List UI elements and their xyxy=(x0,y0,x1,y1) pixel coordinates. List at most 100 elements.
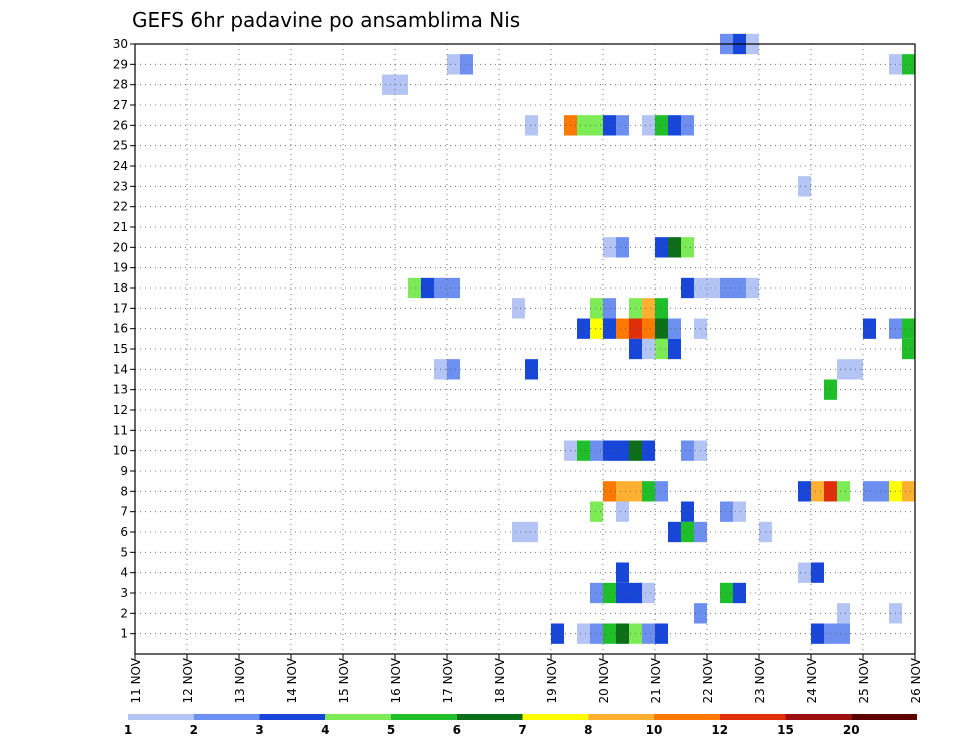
y-tick-label: 24 xyxy=(113,159,128,173)
legend-swatch xyxy=(719,714,786,720)
heatmap-cell xyxy=(616,562,629,583)
heatmap-cell xyxy=(603,440,616,461)
legend-swatch xyxy=(193,714,260,720)
axes: 1234567891011121314151617181920212223242… xyxy=(113,37,923,704)
heatmap-cell xyxy=(655,318,668,339)
heatmap-cell xyxy=(876,481,889,502)
heatmap-cell xyxy=(642,440,655,461)
heatmap-cell xyxy=(837,603,850,624)
y-tick-label: 14 xyxy=(113,362,128,376)
heatmap-cell xyxy=(811,481,824,502)
heatmap-cell xyxy=(798,562,811,583)
x-tick-label: 26 NOV xyxy=(909,657,923,703)
y-tick-label: 7 xyxy=(120,505,128,519)
heatmap-cell xyxy=(681,277,694,299)
legend-label: 20 xyxy=(843,723,860,737)
y-tick-label: 12 xyxy=(113,403,128,417)
y-tick-label: 2 xyxy=(120,606,128,620)
y-tick-label: 19 xyxy=(113,261,128,275)
heatmap-cell xyxy=(902,54,915,75)
y-tick-label: 21 xyxy=(113,220,128,234)
x-tick-label: 13 NOV xyxy=(233,657,247,703)
legend-swatch xyxy=(325,714,391,720)
x-tick-label: 12 NOV xyxy=(181,657,195,703)
heatmap-cell xyxy=(577,623,590,644)
heatmap-cell xyxy=(590,623,603,644)
heatmap-cell xyxy=(447,359,460,380)
heatmap-cell xyxy=(655,481,668,502)
y-tick-label: 11 xyxy=(113,423,128,437)
heatmap-cell xyxy=(642,318,655,339)
heatmap-cell xyxy=(590,501,603,522)
y-tick-label: 27 xyxy=(113,98,128,112)
y-tick-label: 30 xyxy=(113,37,128,51)
heatmap-cell xyxy=(837,481,850,502)
y-tick-label: 9 xyxy=(120,464,128,478)
heatmap-cell xyxy=(603,115,616,136)
heatmap-cell xyxy=(668,521,681,543)
heatmap-cell xyxy=(655,237,668,258)
heatmap-cell xyxy=(577,115,590,136)
y-tick-label: 29 xyxy=(113,57,128,71)
x-tick-label: 23 NOV xyxy=(753,657,767,703)
heatmap-cell xyxy=(720,582,733,604)
legend-swatch xyxy=(851,714,917,720)
x-tick-label: 15 NOV xyxy=(337,657,351,703)
y-tick-label: 28 xyxy=(113,78,128,92)
heatmap-cell xyxy=(616,481,629,502)
x-tick-label: 22 NOV xyxy=(701,657,715,703)
legend-swatch xyxy=(588,714,654,720)
y-tick-label: 6 xyxy=(120,525,128,539)
heatmap-cell xyxy=(525,359,538,380)
heatmap-cell xyxy=(525,115,538,136)
heatmap-cell xyxy=(642,481,655,502)
legend-label: 15 xyxy=(777,723,794,737)
heatmap-cell xyxy=(668,237,681,258)
heatmap-cell xyxy=(733,582,746,604)
heatmap-cells xyxy=(382,33,915,644)
heatmap-cell xyxy=(720,501,733,522)
legend-label: 7 xyxy=(518,723,526,737)
x-tick-label: 21 NOV xyxy=(649,657,663,703)
heatmap-cell xyxy=(681,440,694,461)
y-tick-label: 22 xyxy=(113,200,128,214)
heatmap-cell xyxy=(603,582,616,604)
y-tick-label: 3 xyxy=(120,586,128,600)
heatmap-cell xyxy=(616,501,629,522)
heatmap-cell xyxy=(668,318,681,339)
legend-swatch xyxy=(785,714,852,720)
legend-label: 12 xyxy=(711,723,728,737)
x-tick-label: 14 NOV xyxy=(285,657,299,703)
heatmap-cell xyxy=(811,562,824,583)
x-tick-label: 20 NOV xyxy=(597,657,611,703)
x-tick-label: 11 NOV xyxy=(129,657,143,703)
heatmap-cell xyxy=(733,277,746,299)
y-tick-label: 13 xyxy=(113,383,128,397)
legend-swatch xyxy=(128,714,194,720)
heatmap-cell xyxy=(902,318,915,339)
heatmap-cell xyxy=(642,115,655,136)
x-tick-label: 25 NOV xyxy=(857,657,871,703)
heatmap-cell xyxy=(616,237,629,258)
heatmap-cell xyxy=(590,582,603,604)
legend-swatch xyxy=(522,714,589,720)
heatmap-cell xyxy=(681,115,694,136)
heatmap-cell xyxy=(421,277,434,299)
heatmap-cell xyxy=(642,623,655,644)
heatmap-cell xyxy=(382,74,395,95)
y-tick-label: 18 xyxy=(113,281,128,295)
heatmap-cell xyxy=(863,481,876,502)
y-tick-label: 5 xyxy=(120,545,128,559)
heatmap-cell xyxy=(603,623,616,644)
legend-label: 5 xyxy=(387,723,395,737)
y-tick-label: 16 xyxy=(113,322,128,336)
heatmap-cell xyxy=(616,440,629,461)
y-tick-label: 1 xyxy=(120,627,128,641)
y-tick-label: 10 xyxy=(113,444,128,458)
heatmap-cell xyxy=(850,359,863,380)
chart-title: GEFS 6hr padavine po ansamblima Nis xyxy=(132,8,520,32)
y-tick-label: 15 xyxy=(113,342,128,356)
x-tick-label: 17 NOV xyxy=(441,657,455,703)
x-tick-label: 18 NOV xyxy=(493,657,507,703)
heatmap-cell xyxy=(577,440,590,461)
